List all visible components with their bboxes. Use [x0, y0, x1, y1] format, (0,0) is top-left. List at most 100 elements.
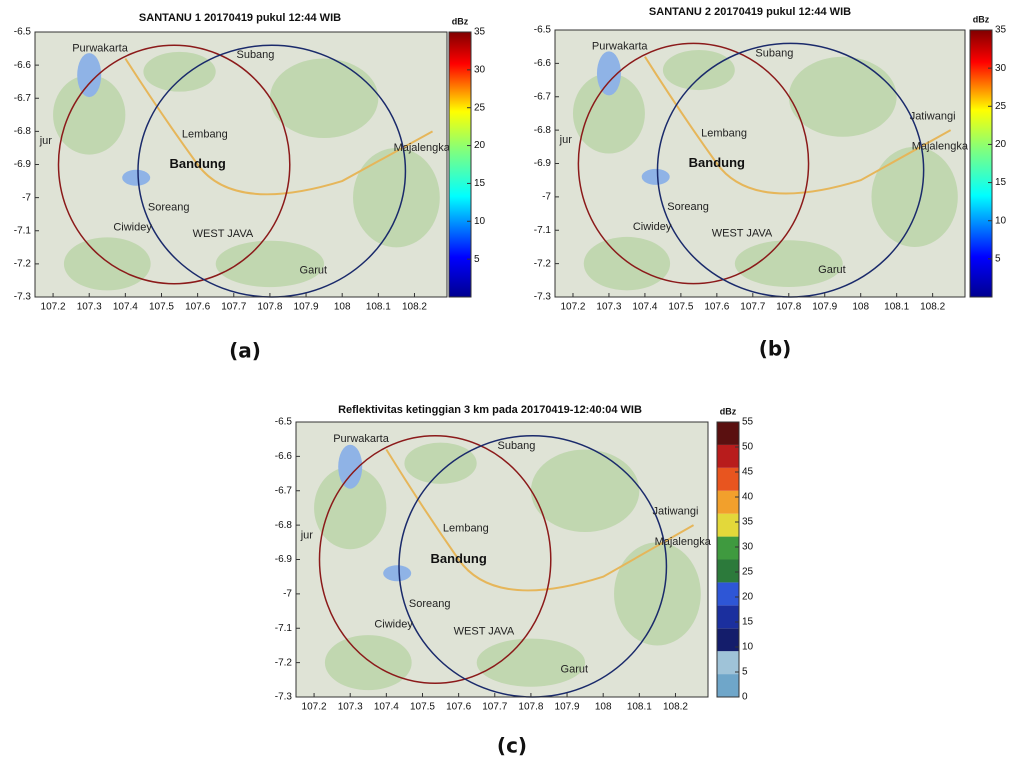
place-label: WEST JAVA [712, 227, 773, 239]
forest-area [325, 635, 412, 690]
x-tick-label: 107.3 [77, 302, 102, 313]
y-tick-label: -6.8 [14, 126, 32, 137]
x-tick-label: 107.4 [374, 702, 399, 713]
colorbar-tick-label: 5 [474, 254, 480, 265]
y-tick-label: -6.8 [275, 520, 293, 531]
colorbar-band [717, 651, 739, 674]
y-tick-label: -6.6 [14, 60, 32, 71]
colorbar-tick-label: 25 [742, 567, 754, 578]
x-tick-label: 107.8 [518, 702, 543, 713]
y-tick-label: -7 [542, 192, 551, 203]
y-tick-label: -6.7 [275, 485, 293, 496]
place-label: Lembang [701, 127, 747, 139]
y-tick-label: -6.9 [534, 158, 552, 169]
y-tick-label: -6.5 [534, 25, 552, 36]
colorbar-tick-label: 50 [742, 442, 754, 453]
forest-area [789, 57, 897, 137]
x-tick-label: 107.7 [221, 302, 246, 313]
x-tick-label: 107.2 [560, 302, 585, 313]
place-label: Bandung [430, 551, 486, 566]
forest-area [353, 148, 440, 247]
y-tick-label: -7.2 [14, 259, 32, 270]
y-tick-label: -6.7 [14, 93, 32, 104]
x-tick-label: 108.1 [627, 702, 652, 713]
x-tick-label: 107.3 [338, 702, 363, 713]
x-tick-label: 107.5 [410, 702, 435, 713]
place-label: Soreang [409, 598, 451, 610]
colorbar-tick-label: 45 [742, 467, 754, 478]
y-tick-label: -7.3 [275, 692, 293, 703]
place-label: Lembang [443, 522, 489, 534]
y-tick-label: -6.8 [534, 125, 552, 136]
colorbar-tick-label: 35 [474, 27, 486, 38]
colorbar-band [717, 560, 739, 583]
reservoir [122, 170, 150, 186]
place-label: Ciwidey [633, 221, 672, 233]
x-tick-label: 107.4 [632, 302, 657, 313]
forest-area [531, 450, 639, 533]
colorbar-tick-label: 35 [995, 25, 1007, 36]
forest-area [64, 237, 151, 290]
x-tick-label: 108.2 [663, 702, 688, 713]
x-tick-label: 107.5 [149, 302, 174, 313]
colorbar-tick-label: 10 [742, 642, 754, 653]
colorbar-tick-label: 30 [474, 64, 486, 75]
y-tick-label: -6.6 [275, 451, 293, 462]
colorbar-tick-label: 15 [474, 178, 486, 189]
place-label: Jatiwangi [910, 111, 956, 123]
x-tick-label: 107.9 [555, 702, 580, 713]
place-label: Garut [300, 264, 328, 276]
x-tick-label: 107.3 [596, 302, 621, 313]
place-label: Ciwidey [113, 221, 152, 233]
x-tick-label: 108.2 [402, 302, 427, 313]
colorbar [449, 32, 471, 297]
y-tick-label: -6.9 [14, 159, 32, 170]
colorbar-tick-label: 25 [474, 102, 486, 113]
chart-title: SANTANU 1 20170419 pukul 12:44 WIB [139, 12, 341, 24]
x-tick-label: 107.6 [704, 302, 729, 313]
y-tick-label: -7.2 [534, 258, 552, 269]
x-tick-label: 108.1 [884, 302, 909, 313]
y-tick-label: -6.6 [534, 58, 552, 69]
colorbar-band [717, 537, 739, 560]
place-label: Purwakarta [592, 41, 649, 53]
place-label: Majalengka [394, 142, 451, 154]
reservoir [642, 169, 670, 185]
y-tick-label: -7.2 [275, 657, 293, 668]
chart-title: SANTANU 2 20170419 pukul 12:44 WIB [649, 6, 851, 18]
colorbar-tick-label: 5 [995, 253, 1001, 264]
colorbar-band [717, 605, 739, 628]
place-label: Subang [236, 49, 274, 61]
colorbar-tick-label: 25 [995, 101, 1007, 112]
reservoir [383, 565, 411, 581]
x-tick-label: 107.9 [812, 302, 837, 313]
x-tick-label: 108.1 [366, 302, 391, 313]
y-tick-label: -6.9 [275, 554, 293, 565]
colorbar-tick-label: 10 [995, 215, 1007, 226]
colorbar-tick-label: 35 [742, 517, 754, 528]
forest-area [614, 542, 701, 645]
place-label: jur [39, 135, 53, 147]
y-tick-label: -6.5 [275, 417, 293, 428]
place-label: Lembang [182, 129, 228, 141]
y-tick-label: -7 [283, 589, 292, 600]
y-tick-label: -6.7 [534, 91, 552, 102]
place-label: Bandung [169, 156, 225, 171]
colorbar-band [717, 491, 739, 514]
colorbar-label: dBz [720, 406, 737, 416]
x-tick-label: 107.6 [446, 702, 471, 713]
x-tick-label: 107.5 [668, 302, 693, 313]
x-tick-label: 107.2 [302, 702, 327, 713]
colorbar [970, 30, 992, 297]
y-tick-label: -7.3 [14, 292, 32, 303]
colorbar-band [717, 582, 739, 605]
y-tick-label: -7.1 [14, 225, 32, 236]
x-tick-label: 108 [852, 302, 869, 313]
place-label: Subang [497, 440, 535, 452]
colorbar-tick-label: 5 [742, 667, 748, 678]
colorbar-band [717, 468, 739, 491]
place-label: Soreang [667, 201, 709, 213]
y-tick-label: -7.1 [534, 225, 552, 236]
colorbar-tick-label: 15 [742, 617, 754, 628]
colorbar-tick-label: 10 [474, 216, 486, 227]
